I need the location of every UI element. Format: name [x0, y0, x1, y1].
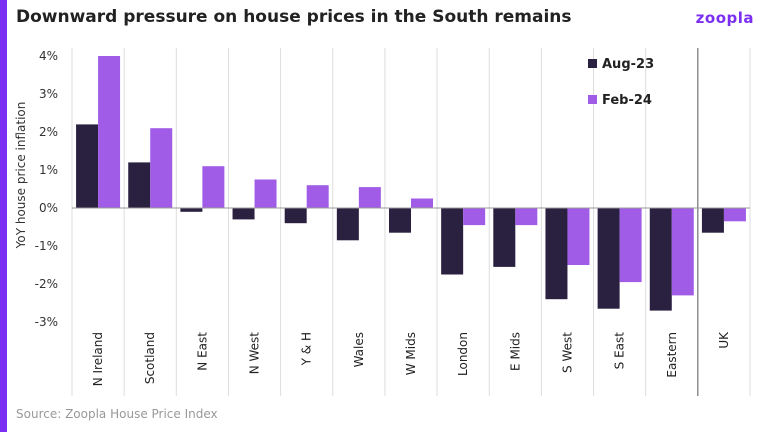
y-tick-label: -3% — [35, 315, 58, 329]
legend-swatch — [588, 59, 597, 68]
bar-feb24 — [358, 187, 381, 208]
category-label: Wales — [352, 332, 366, 367]
y-tick-label: 0% — [39, 201, 58, 215]
bar-aug23 — [389, 208, 411, 233]
bar-feb24 — [306, 185, 329, 208]
category-label: E Mids — [508, 332, 522, 371]
category-label: London — [456, 332, 470, 376]
chart-title: Downward pressure on house prices in the… — [16, 7, 572, 27]
legend-swatch — [588, 95, 597, 104]
category-label: N East — [195, 332, 209, 371]
bar-feb24 — [619, 208, 642, 283]
bar-aug23 — [597, 208, 620, 309]
y-axis-label: YoY house price inflation — [14, 102, 28, 250]
bar-feb24 — [515, 208, 538, 226]
bar-feb24 — [98, 56, 121, 208]
bar-aug23 — [701, 208, 724, 233]
zoopla-logo: zoopla — [695, 9, 754, 27]
bar-aug23 — [545, 208, 568, 300]
y-tick-label: -1% — [35, 239, 58, 253]
y-tick-label: 2% — [39, 125, 58, 139]
bar-feb24 — [411, 198, 433, 208]
category-label: N West — [248, 332, 262, 375]
category-label: UK — [717, 331, 731, 349]
y-tick-label: 4% — [39, 49, 58, 63]
bar-aug23 — [649, 208, 672, 311]
bar-aug23 — [232, 208, 255, 220]
category-label: S West — [560, 332, 574, 373]
y-tick-label: 1% — [39, 163, 58, 177]
category-label: S East — [613, 332, 627, 370]
bar-aug23 — [441, 208, 464, 275]
bar-aug23 — [76, 124, 99, 208]
category-label: Eastern — [665, 332, 679, 378]
bar-aug23 — [180, 208, 203, 212]
source-note: Source: Zoopla House Price Index — [16, 407, 218, 421]
bar-aug23 — [128, 162, 151, 208]
category-label: Scotland — [143, 332, 157, 384]
bar-feb24 — [567, 208, 590, 265]
legend-label: Feb-24 — [602, 93, 652, 108]
bar-feb24 — [463, 208, 486, 226]
bar-feb24 — [671, 208, 694, 296]
legend-label: Aug-23 — [602, 57, 654, 72]
bar-aug23 — [336, 208, 359, 241]
y-tick-label: -2% — [35, 277, 58, 291]
bar-feb24 — [150, 128, 173, 208]
category-label: N Ireland — [91, 332, 105, 386]
category-label: Y & H — [300, 332, 314, 366]
y-tick-label: 3% — [39, 87, 58, 101]
bar-feb24 — [723, 208, 746, 222]
bar-aug23 — [493, 208, 516, 267]
bar-feb24 — [254, 179, 277, 208]
bar-feb24 — [202, 166, 225, 208]
category-label: W Mids — [404, 332, 418, 375]
bar-aug23 — [284, 208, 307, 224]
accent-bar — [0, 0, 7, 432]
